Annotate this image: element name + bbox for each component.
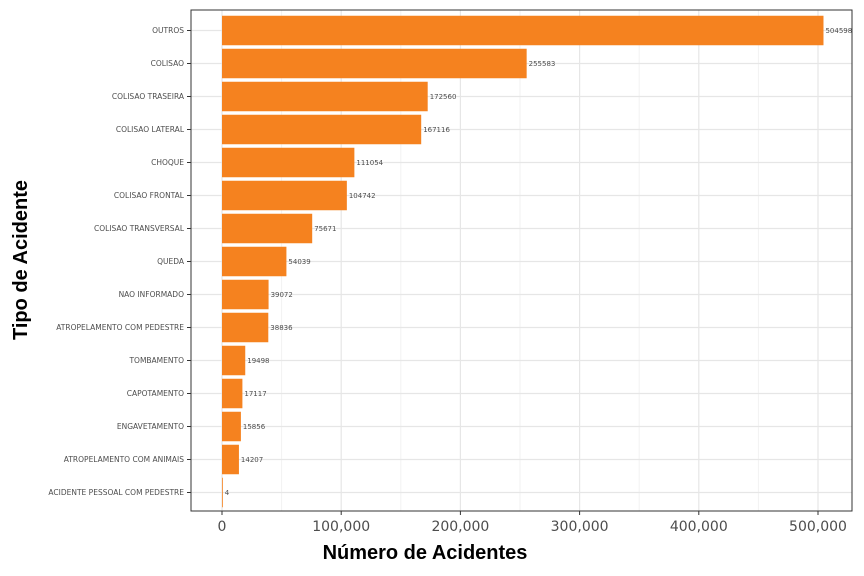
bar [222,279,269,310]
data-label: 39072 [271,291,293,299]
data-label: 167116 [423,126,450,134]
data-label: 14207 [241,456,263,464]
category-label: COLISAO LATERAL [116,125,185,134]
x-tick-label: 100,000 [312,519,370,535]
bar [222,213,313,244]
x-axis: 0 100,000 200,000 300,000 400,000 500,000 [218,511,847,535]
data-label: 38836 [270,324,293,332]
bar [222,477,223,508]
bar [222,246,287,277]
data-label: 75671 [314,225,336,233]
category-label: COLISAO TRANSVERSAL [94,224,185,233]
data-label: 255583 [529,60,556,68]
data-label: 15856 [243,423,266,431]
bar [222,81,428,112]
x-tick-label: 400,000 [670,519,728,535]
data-label: 172560 [430,93,457,101]
bar [222,444,239,475]
bar [222,147,355,178]
category-label: ENGAVETAMENTO [117,422,184,431]
data-label: 54039 [288,258,310,266]
y-axis: OUTROS COLISAO COLISAO TRASEIRA COLISAO LAT… [48,26,191,497]
bar [222,312,269,343]
data-label: 504598 [825,27,852,35]
x-tick-label: 200,000 [431,519,489,535]
category-label: TOMBAMENTO [128,356,184,365]
data-label: 4 [225,489,230,497]
category-label: COLISAO TRASEIRA [112,92,185,101]
category-label: ATROPELAMENTO COM ANIMAIS [64,455,184,464]
bar [222,378,243,409]
category-label: ATROPELAMENTO COM PEDESTRE [56,323,184,332]
x-axis-title: Número de Acidentes [323,542,528,564]
x-tick-label: 0 [218,519,227,535]
data-label: 19498 [247,357,269,365]
plot-border [190,9,853,512]
category-label: NAO INFORMADO [119,290,185,299]
category-label: ACIDENTE PESSOAL COM PEDESTRE [48,488,184,497]
category-label: OUTROS [152,26,184,35]
category-label: COLISAO FRONTAL [114,191,185,200]
y-axis-title: Tipo de Acidente [10,180,32,340]
bar [222,48,527,79]
bar [222,345,246,376]
category-label: CAPOTAMENTO [127,389,184,398]
x-tick-label: 300,000 [551,519,609,535]
data-label: 17117 [244,390,266,398]
bar [222,411,241,442]
bar [222,180,347,211]
bars [222,15,824,508]
data-label: 104742 [349,192,376,200]
x-tick-label: 500,000 [789,519,847,535]
category-label: CHOQUE [151,158,184,167]
data-label: 111054 [356,159,383,167]
bar [222,114,422,145]
category-label: COLISAO [151,59,184,68]
grid-lines [191,10,852,511]
data-labels: 504598 255583 172560 167116 111054 104742 7567… [225,27,852,497]
bar [222,15,824,46]
category-label: QUEDA [157,257,185,266]
